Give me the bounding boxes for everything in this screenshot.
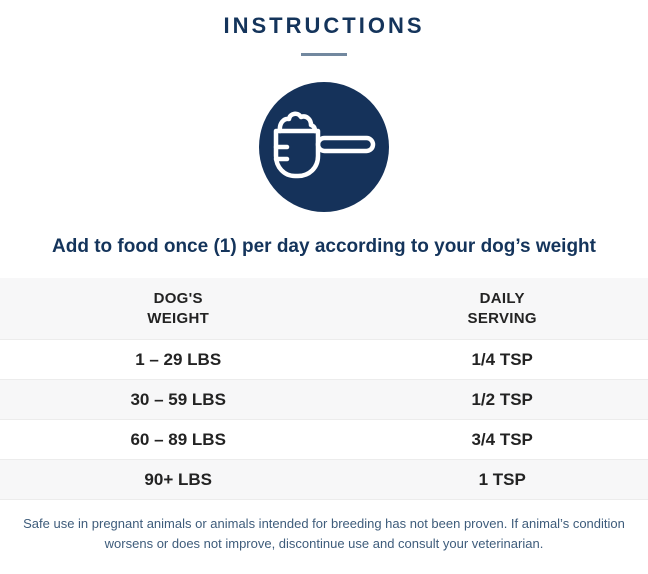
page-title: INSTRUCTIONS [223, 13, 425, 38]
serving-value: 1 TSP [478, 469, 526, 489]
weight-range-value: 30 – 59 LBS [130, 389, 226, 409]
weight-range-value: 60 – 89 LBS [130, 429, 226, 449]
table-row: 1 – 29 LBS 1/4 TSP [0, 340, 648, 380]
serving-value: 1/2 TSP [471, 389, 533, 409]
scoop-icon-badge [259, 82, 389, 212]
table-row: 30 – 59 LBS 1/2 TSP [0, 380, 648, 420]
column-header-dogs-weight: DOG'S WEIGHT [147, 289, 210, 327]
weight-range-value: 1 – 29 LBS [135, 349, 222, 369]
table-row: 90+ LBS 1 TSP [0, 460, 648, 500]
serving-table: DOG'S WEIGHT DAILY SERVING 1 – 29 LBS 1/… [0, 278, 648, 500]
dosage-instruction-text: Add to food once (1) per day according t… [52, 236, 596, 257]
serving-value: 1/4 TSP [471, 349, 533, 369]
table-row: 60 – 89 LBS 3/4 TSP [0, 420, 648, 460]
table-header-row: DOG'S WEIGHT DAILY SERVING [0, 278, 648, 340]
column-header-daily-serving: DAILY SERVING [467, 289, 537, 327]
weight-range-value: 90+ LBS [144, 469, 212, 489]
safety-disclaimer-text: Safe use in pregnant animals or animals … [23, 516, 625, 551]
serving-value: 3/4 TSP [471, 429, 533, 449]
scoop-icon [259, 82, 389, 212]
title-underline [301, 53, 347, 56]
